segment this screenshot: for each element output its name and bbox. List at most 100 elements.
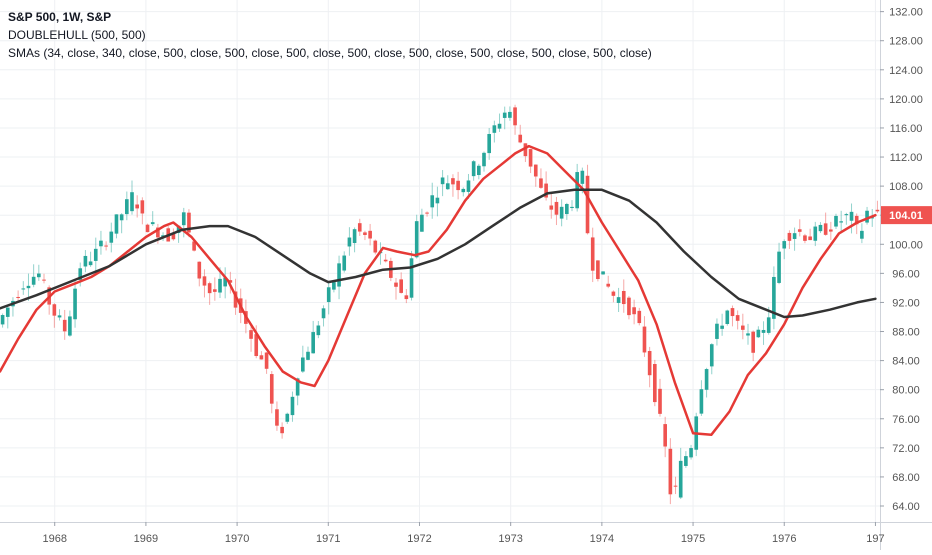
candle-body — [347, 237, 352, 247]
candle-body — [301, 357, 305, 372]
candle-body — [430, 195, 435, 208]
legend-indicator-smas: SMAs (34, close, 340, close, 500, close,… — [8, 46, 652, 60]
y-tick-label: 112.00 — [890, 152, 923, 164]
red-line-series — [0, 144, 877, 437]
candle-body — [275, 409, 279, 426]
candle-body — [668, 448, 673, 495]
candle-body — [508, 111, 512, 118]
y-tick-label: 96.00 — [892, 268, 920, 280]
candle-body — [689, 448, 693, 458]
candle-body — [78, 268, 83, 280]
candle-body — [751, 331, 755, 353]
x-tick-label: 197 — [866, 533, 884, 545]
candle-body — [285, 413, 290, 422]
candle-body — [854, 215, 859, 225]
candle-body — [554, 201, 559, 215]
candle-body — [466, 180, 471, 192]
candle-body — [704, 369, 709, 390]
candle-body — [445, 183, 450, 190]
price-tag: 104.01 — [881, 206, 932, 225]
candle-body — [37, 273, 41, 278]
candle-body — [363, 232, 367, 235]
candle-body — [207, 283, 212, 294]
candle-body — [295, 378, 300, 396]
candle-body — [83, 255, 88, 267]
candle-body — [357, 223, 362, 232]
candle-body — [865, 210, 869, 223]
y-tick-label: 64.00 — [892, 501, 920, 513]
candle-body — [730, 308, 735, 317]
candle-body — [352, 229, 357, 244]
y-tick-label: 120.00 — [889, 94, 923, 106]
candle-body — [741, 325, 745, 330]
candle-body — [119, 214, 124, 221]
candle-body — [477, 165, 481, 176]
candle-body — [254, 334, 259, 357]
candle-body — [787, 232, 792, 241]
candle-body — [797, 229, 802, 232]
tick-labels: 64.00 68.00 72.00 76.00 80.00 84.00 88.00 92.00… — [42, 7, 922, 545]
candle-body — [772, 276, 776, 319]
candle-body — [875, 209, 880, 212]
candle-body — [0, 315, 5, 325]
candle-body — [135, 204, 139, 209]
candle-body — [777, 251, 781, 283]
candle-body — [782, 241, 787, 249]
candle-body — [125, 199, 129, 215]
candle-body — [440, 177, 445, 185]
candle-body — [658, 388, 662, 414]
candle-body — [601, 271, 605, 275]
candle-body — [420, 214, 424, 232]
candle-body — [720, 325, 724, 329]
candle-body — [130, 192, 134, 212]
candle-body — [829, 229, 833, 232]
candle-body — [823, 223, 828, 235]
y-tick-label: 116.00 — [890, 123, 923, 135]
candle-body — [570, 206, 574, 208]
candle-body — [709, 344, 714, 367]
candle-body — [150, 222, 155, 225]
candle-body — [580, 170, 585, 184]
candle-body — [849, 211, 854, 221]
candle-body — [321, 308, 326, 319]
x-tick-label: 1968 — [42, 533, 66, 545]
candle-body — [114, 214, 119, 234]
candle-body — [404, 295, 409, 300]
candle-body — [316, 325, 321, 336]
candle-body — [684, 456, 688, 466]
candle-body — [539, 178, 543, 188]
candle-body — [192, 241, 196, 251]
candle-body — [228, 280, 233, 283]
candle-body — [596, 260, 600, 280]
candle-body — [746, 333, 750, 336]
y-tick-label: 92.00 — [892, 297, 920, 309]
candle-body — [399, 279, 403, 293]
candle-body — [761, 329, 766, 333]
candle-body — [487, 134, 491, 154]
candle-body — [699, 389, 704, 414]
candle-body — [332, 282, 336, 290]
candle-body — [813, 226, 818, 241]
y-tick-label: 76.00 — [892, 414, 920, 426]
candle-body — [156, 227, 160, 238]
candle-body — [632, 307, 636, 315]
candle-body — [409, 258, 414, 298]
x-tick-label: 1975 — [681, 533, 705, 545]
x-tick-label: 1972 — [407, 533, 431, 545]
candle-body — [264, 352, 269, 369]
indicator-lines — [0, 144, 877, 437]
candle-body — [590, 237, 595, 271]
candle-body — [435, 197, 440, 204]
candle-body — [523, 143, 528, 157]
candle-body — [715, 323, 719, 339]
candle-body — [280, 426, 284, 434]
candle-body — [5, 307, 10, 317]
candle-body — [653, 364, 657, 403]
candle-body — [394, 282, 398, 287]
candle-body — [202, 276, 207, 286]
candle-body — [21, 288, 26, 290]
candle-body — [93, 248, 98, 261]
